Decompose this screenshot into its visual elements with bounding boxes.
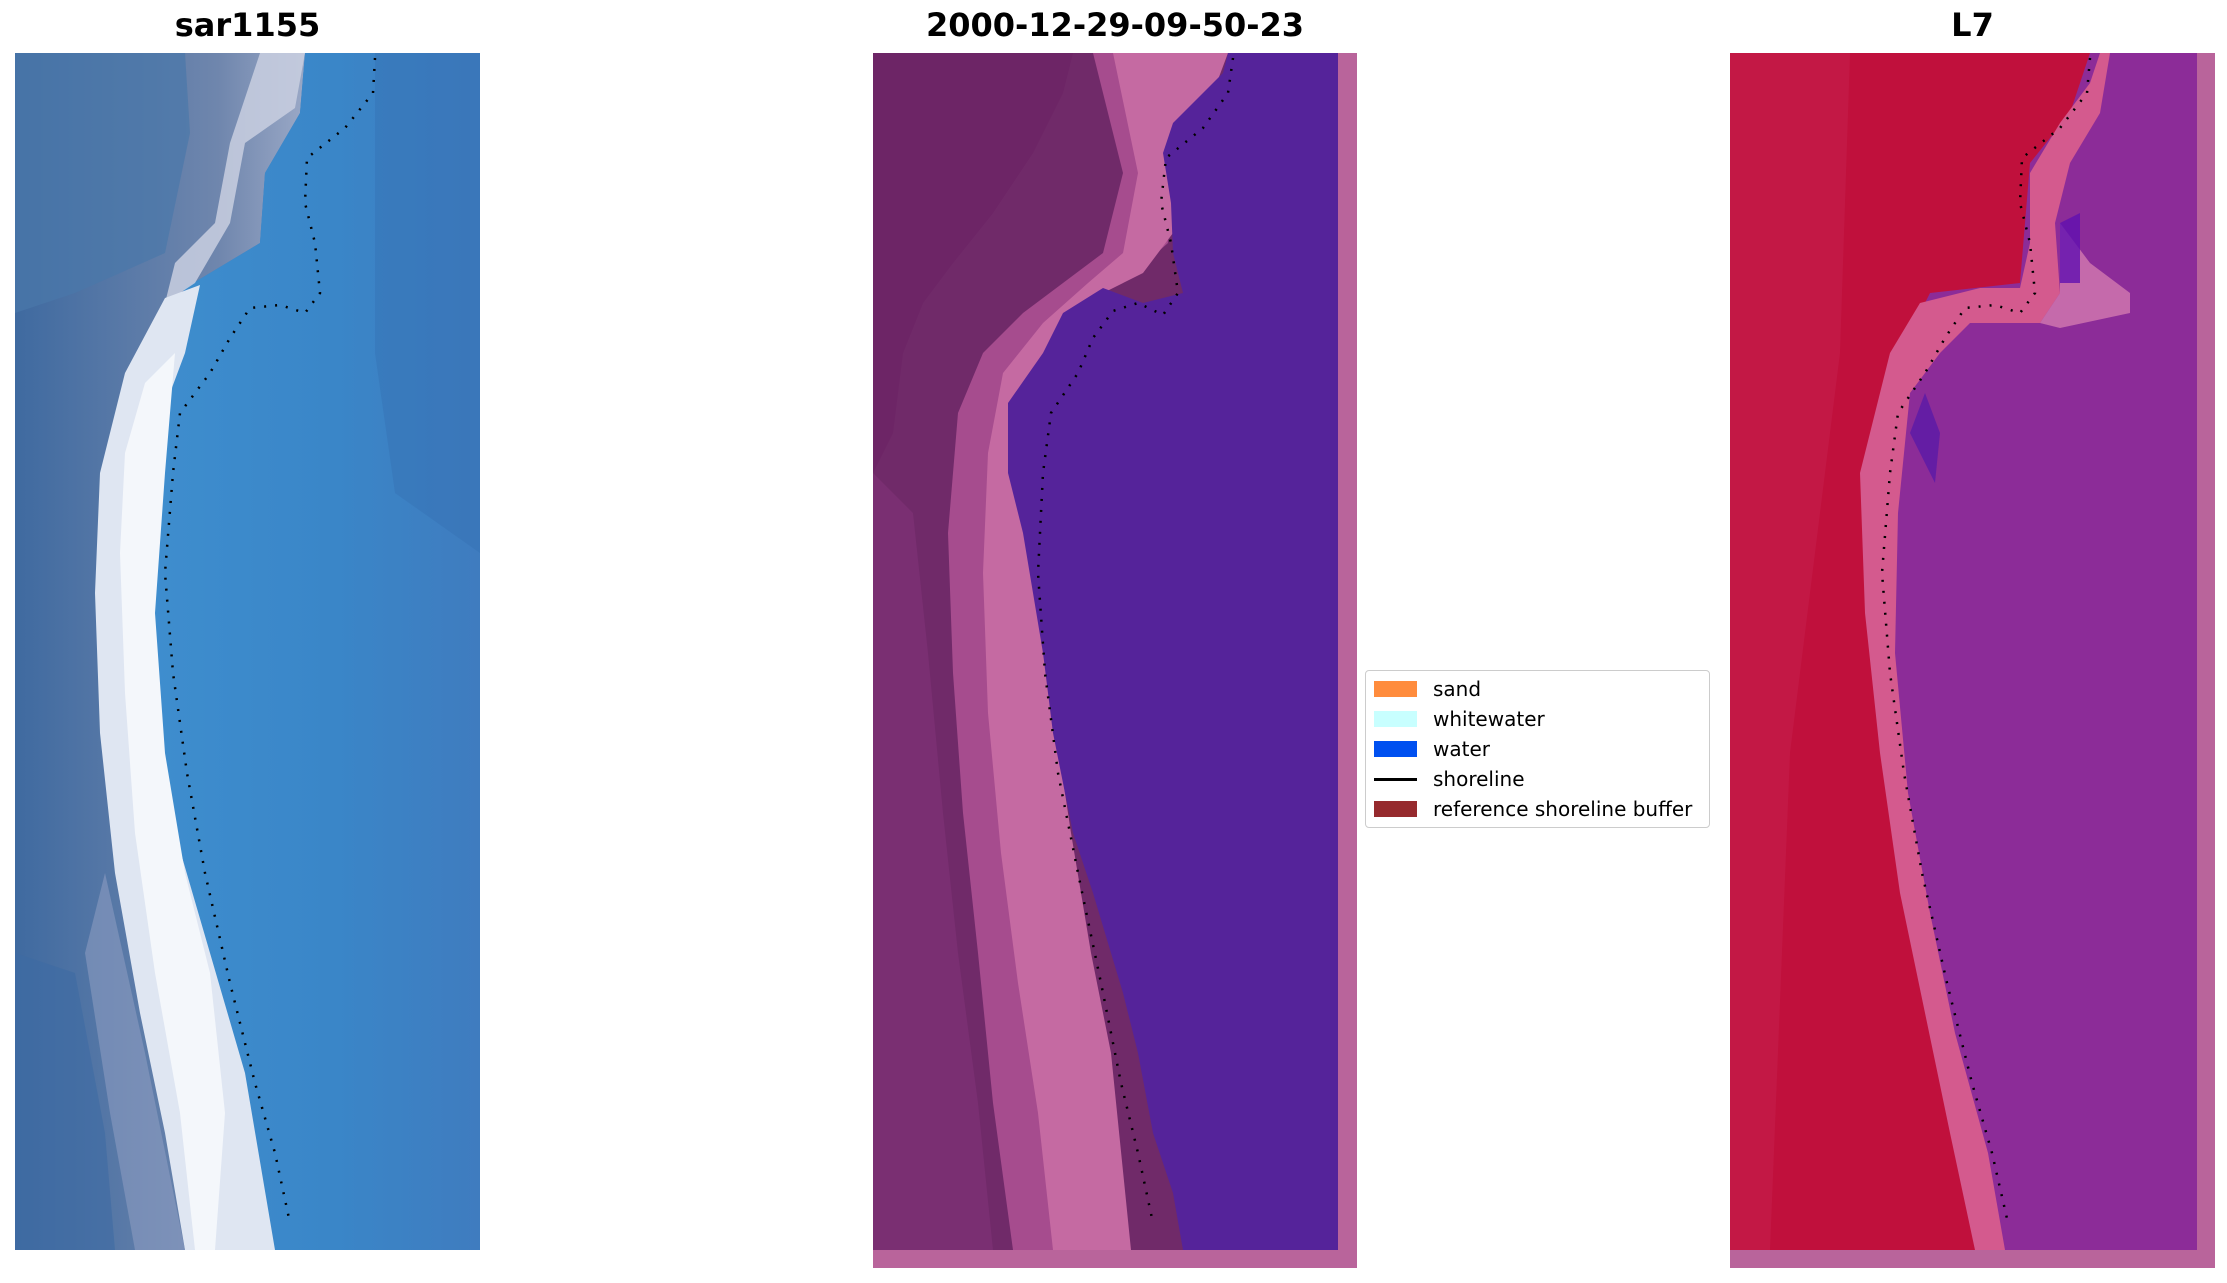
water-swatch [1374, 741, 1417, 757]
legend-item-whitewater: whitewater [1374, 707, 1545, 731]
whitewater-swatch [1374, 711, 1417, 727]
legend-label-reference-buffer: reference shoreline buffer [1433, 797, 1693, 821]
classified-image [873, 53, 1357, 1268]
legend-label-sand: sand [1433, 677, 1482, 701]
legend-label-whitewater: whitewater [1433, 707, 1545, 731]
reference-buffer-swatch [1374, 801, 1417, 817]
legend-label-water: water [1433, 737, 1490, 761]
shoreline-line-swatch [1374, 777, 1417, 781]
legend-label-shoreline: shoreline [1433, 767, 1525, 791]
sand-swatch [1374, 681, 1417, 697]
legend: sand whitewater water shoreline referenc… [1365, 670, 1710, 828]
rgb-satellite-image [15, 53, 480, 1250]
legend-item-water: water [1374, 737, 1490, 761]
panel-title-classified: 2000-12-29-09-50-23 [925, 6, 1305, 44]
legend-item-sand: sand [1374, 677, 1481, 701]
legend-item-reference-buffer: reference shoreline buffer [1374, 797, 1692, 821]
panel-title-index: L7 [1951, 6, 1994, 44]
index-image [1730, 53, 2215, 1268]
legend-item-shoreline: shoreline [1374, 767, 1525, 791]
panel-title-rgb: sar1155 [174, 6, 321, 44]
